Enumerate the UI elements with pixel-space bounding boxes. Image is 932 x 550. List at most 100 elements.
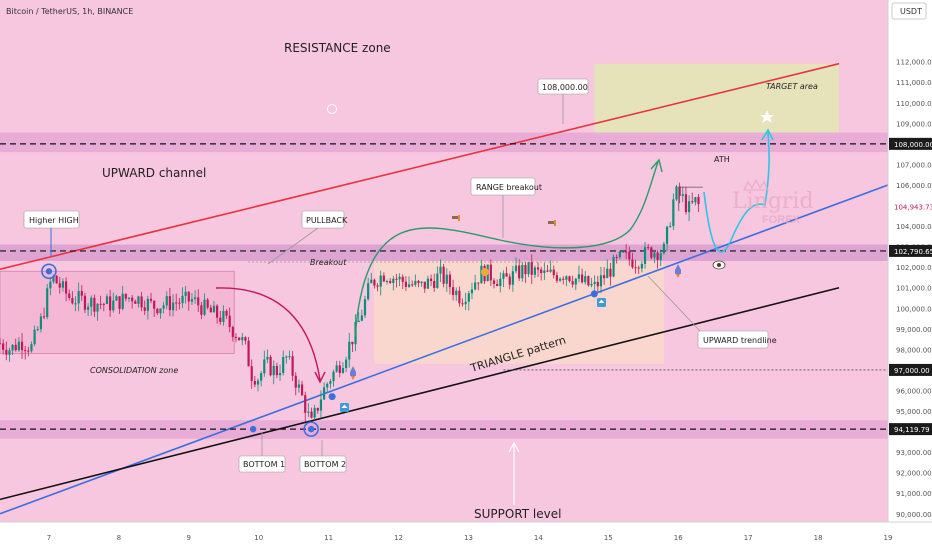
candle-body bbox=[691, 201, 694, 203]
candle-body bbox=[461, 303, 464, 305]
candle-body bbox=[27, 350, 30, 352]
candle-body bbox=[603, 275, 606, 279]
price-tick-label: 91,000.00 bbox=[896, 490, 932, 498]
price-tick-label: 92,000.00 bbox=[896, 470, 932, 478]
candle-body bbox=[370, 279, 373, 284]
candle-body bbox=[64, 281, 68, 294]
candle-body bbox=[140, 296, 143, 308]
upward-box-icon bbox=[340, 403, 349, 412]
candle-body bbox=[335, 365, 338, 372]
candle-body bbox=[294, 375, 297, 388]
zone-consolidation-zone bbox=[0, 271, 235, 354]
candle-body bbox=[77, 291, 80, 304]
up-arrow bbox=[341, 404, 348, 408]
candle-body bbox=[675, 186, 678, 200]
candle-body bbox=[231, 327, 234, 337]
candle-body bbox=[99, 303, 102, 305]
candle-body bbox=[407, 284, 411, 287]
candle-body bbox=[401, 276, 404, 282]
time-axis[interactable] bbox=[0, 521, 932, 550]
price-axis-label: 102,790.65 bbox=[894, 248, 932, 256]
candle-body bbox=[121, 293, 124, 309]
candle-body bbox=[546, 270, 549, 272]
candle-body bbox=[687, 201, 691, 213]
breakout-label: Breakout bbox=[310, 258, 347, 267]
time-tick-label: 19 bbox=[884, 534, 893, 542]
candle-body bbox=[8, 350, 11, 355]
zone-resistance-zone-band bbox=[0, 132, 888, 153]
hammer-head bbox=[452, 216, 460, 219]
currency-badge[interactable]: USDT bbox=[891, 2, 927, 20]
candle-body bbox=[102, 303, 105, 305]
price-axis-label: 104,943.73 bbox=[894, 204, 932, 212]
candle-body bbox=[433, 280, 436, 289]
candle-body bbox=[256, 380, 260, 385]
zones-layer bbox=[0, 63, 888, 439]
price-axis-label-group: 104,943.73 bbox=[889, 200, 932, 213]
candle-body bbox=[228, 315, 231, 328]
candle-body bbox=[467, 293, 470, 302]
time-tick-label: 11 bbox=[324, 534, 333, 542]
candle-body bbox=[606, 268, 609, 279]
candle-body bbox=[272, 365, 275, 376]
candle-body bbox=[134, 301, 137, 304]
candle-body bbox=[672, 199, 675, 227]
candle-body bbox=[165, 296, 168, 306]
candle-body bbox=[5, 349, 8, 355]
candle-body bbox=[426, 278, 430, 289]
candle-body bbox=[580, 274, 584, 283]
candle-body bbox=[187, 291, 190, 302]
candle-body bbox=[395, 278, 398, 280]
candle-body bbox=[665, 226, 669, 244]
candle-body bbox=[414, 280, 417, 285]
candle-body bbox=[71, 298, 74, 304]
candle-body bbox=[357, 320, 360, 322]
candle-body bbox=[568, 276, 571, 282]
candle-body bbox=[253, 380, 256, 385]
candle-body bbox=[11, 344, 14, 351]
price-tick-label: 111,000.00 bbox=[896, 79, 932, 87]
candle-body bbox=[118, 296, 121, 309]
pullback-arrow bbox=[215, 287, 321, 381]
bottom-2-callout: BOTTOM 2 bbox=[299, 440, 347, 473]
candle-body bbox=[455, 290, 458, 296]
candle-body bbox=[61, 281, 65, 288]
candle-body bbox=[429, 278, 433, 281]
snail-icon bbox=[481, 268, 489, 276]
watermark-main: Lingrid bbox=[732, 189, 814, 214]
candle-body bbox=[562, 278, 565, 280]
eye-icon bbox=[712, 260, 726, 270]
candle-body bbox=[637, 267, 640, 269]
candle-body bbox=[244, 337, 247, 341]
candle-body bbox=[552, 269, 555, 276]
candle-body bbox=[175, 302, 178, 304]
candle-body bbox=[470, 289, 474, 294]
candle-body bbox=[480, 265, 483, 284]
candle-body bbox=[156, 308, 159, 314]
candle-body bbox=[596, 281, 599, 287]
candle-body bbox=[288, 356, 291, 358]
range-breakout-arrow-head bbox=[650, 158, 663, 173]
support-level-label: SUPPORT level bbox=[474, 507, 561, 521]
candle-body bbox=[445, 274, 448, 284]
time-ticks: 7 8 9 10 11 12 13 14 15 16 17 18 19 bbox=[47, 534, 893, 542]
consolidation-zone-label: CONSOLIDATION zone bbox=[90, 366, 178, 375]
price-tick-label: 112,000.00 bbox=[896, 59, 932, 67]
candle-body bbox=[659, 253, 662, 260]
candle-body bbox=[599, 275, 603, 287]
candle-body bbox=[398, 276, 401, 280]
price-label-bg bbox=[889, 200, 932, 213]
time-tick-label: 13 bbox=[464, 534, 473, 542]
range-breakout-arrow bbox=[354, 161, 659, 339]
time-tick-label: 9 bbox=[187, 534, 191, 542]
candle-body bbox=[143, 307, 146, 311]
candle-body bbox=[222, 310, 225, 322]
candle-body bbox=[316, 407, 319, 411]
pullback-label: PULLBACK bbox=[306, 216, 348, 225]
candle-body bbox=[540, 269, 543, 274]
candle-body bbox=[42, 316, 46, 318]
candle-body bbox=[310, 411, 313, 418]
candle-body bbox=[24, 350, 27, 352]
price-label-bg bbox=[889, 363, 932, 376]
